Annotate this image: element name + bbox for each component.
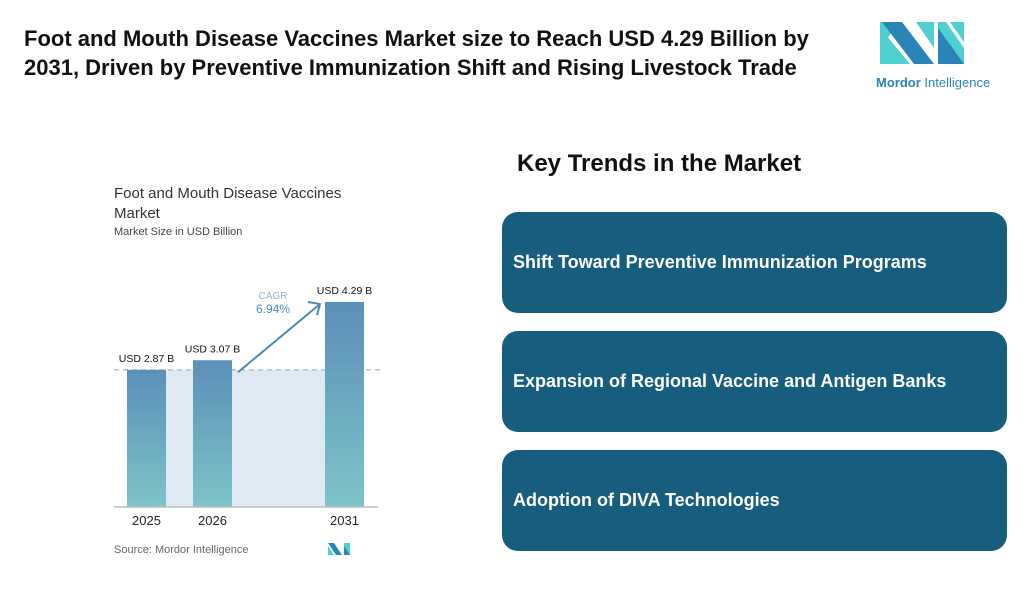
data-label: USD 3.07 B bbox=[185, 343, 240, 355]
cagr-value: 6.94% bbox=[256, 302, 290, 316]
logo-text: Mordor Intelligence bbox=[876, 75, 991, 90]
trend-card: Expansion of Regional Vaccine and Antige… bbox=[502, 331, 1007, 432]
chart-title: Foot and Mouth Disease Vaccines Market bbox=[114, 185, 342, 222]
shaded-area bbox=[166, 369, 325, 507]
page-title: Foot and Mouth Disease Vaccines Market s… bbox=[24, 26, 809, 80]
arrow-head-icon bbox=[307, 301, 322, 316]
chart-source: Source: Mordor Intelligence bbox=[114, 544, 249, 556]
data-label: USD 2.87 B bbox=[119, 353, 174, 365]
bar-2031 bbox=[325, 301, 364, 507]
cagr-arrow bbox=[237, 303, 321, 374]
trend-card: Adoption of DIVA Technologies bbox=[502, 450, 1007, 551]
trend-label: Shift Toward Preventive Immunization Pro… bbox=[513, 252, 927, 272]
trend-label: Expansion of Regional Vaccine and Antige… bbox=[513, 371, 947, 391]
bar-2026 bbox=[193, 360, 232, 507]
logo-mark-icon bbox=[880, 22, 964, 64]
x-tick-label: 2031 bbox=[330, 513, 359, 528]
bar-2025 bbox=[127, 369, 166, 507]
x-tick-label: 2025 bbox=[132, 513, 161, 528]
data-label: USD 4.29 B bbox=[317, 285, 372, 297]
trends-heading: Key Trends in the Market bbox=[517, 150, 802, 177]
cagr-label: CAGR bbox=[259, 291, 288, 302]
trend-label: Adoption of DIVA Technologies bbox=[513, 490, 780, 510]
source-logo-icon bbox=[328, 543, 350, 555]
x-tick-label: 2026 bbox=[198, 513, 227, 528]
bar-chart: USD 2.87 B 2025 USD 3.07 B 2026 USD 4.29 B 20… bbox=[114, 285, 380, 555]
chart-subtitle: Market Size in USD Billion bbox=[114, 226, 243, 238]
logo: Mordor Intelligence bbox=[876, 18, 991, 90]
trend-card: Shift Toward Preventive Immunization Pro… bbox=[502, 212, 1007, 313]
